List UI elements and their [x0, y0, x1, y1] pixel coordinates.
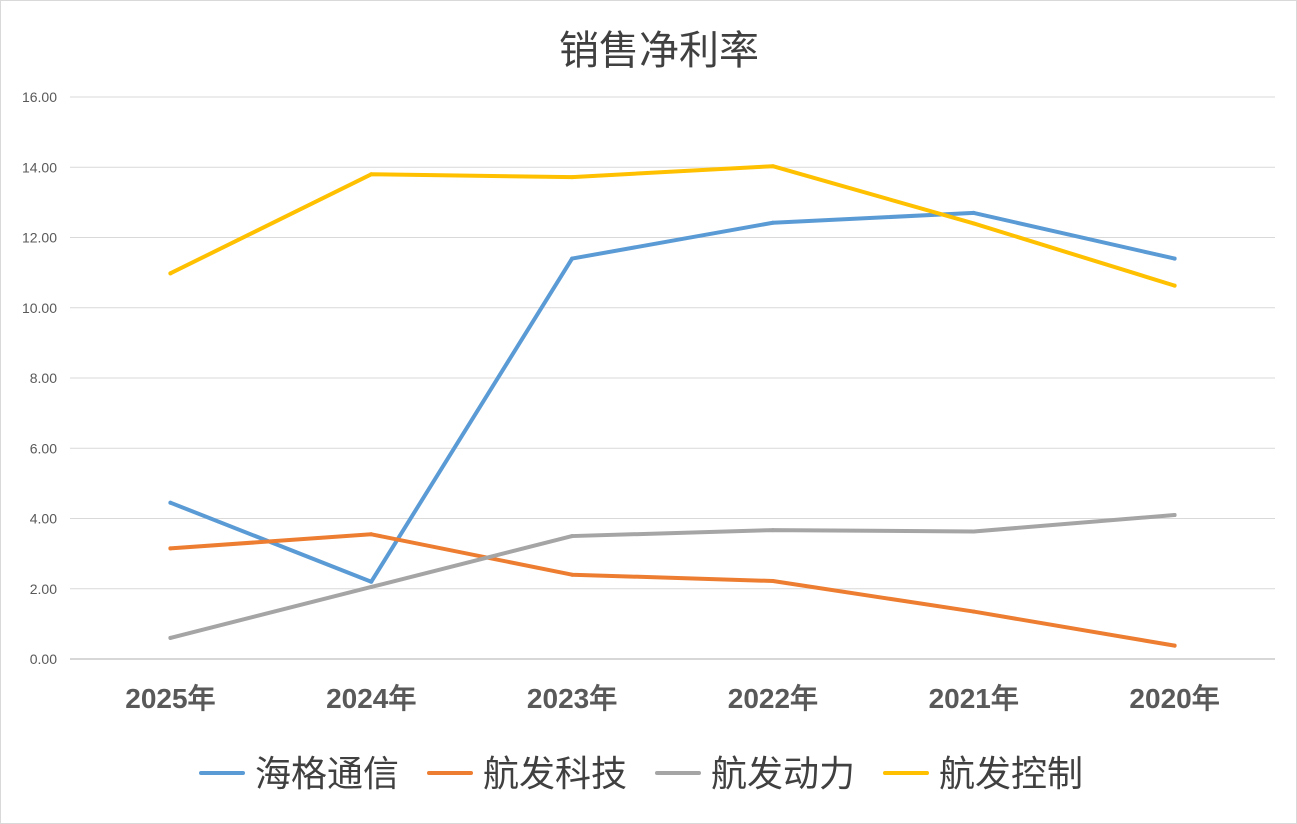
data-point — [369, 584, 374, 589]
y-axis-ticks: 0.00 2.00 4.00 6.00 8.00 10.00 12.00 14.00 16.00 — [22, 89, 57, 667]
x-tick-label: 2022年 — [728, 682, 818, 714]
x-tick-label: 2021年 — [929, 682, 1019, 714]
data-point — [168, 271, 173, 276]
data-point — [369, 579, 374, 584]
x-tick-label: 2023年 — [527, 682, 617, 714]
y-tick-label: 8.00 — [30, 370, 57, 386]
y-tick-label: 12.00 — [22, 230, 57, 246]
data-point — [770, 164, 775, 169]
y-tick-label: 6.00 — [30, 440, 57, 456]
legend-label: 航发动力 — [711, 754, 855, 795]
data-point — [570, 175, 575, 180]
series-line — [168, 512, 1177, 640]
legend: 海格通信 航发科技 航发动力 航发控制 — [199, 754, 1083, 795]
chart-title: 销售净利率 — [559, 28, 759, 74]
series-line — [168, 210, 1177, 584]
legend-item: 航发动力 — [655, 754, 855, 795]
x-tick-label: 2025年 — [125, 682, 215, 714]
data-point — [369, 532, 374, 537]
data-point — [770, 579, 775, 584]
series-3 — [168, 512, 1177, 640]
data-point — [1172, 283, 1177, 288]
legend-item: 航发控制 — [883, 754, 1083, 795]
data-point — [770, 528, 775, 533]
data-point — [168, 500, 173, 505]
data-point — [570, 572, 575, 577]
data-point — [570, 256, 575, 261]
data-point — [971, 221, 976, 226]
data-point — [168, 546, 173, 551]
x-axis-ticks: 2025年 2024年 2023年 2022年 2021年 2020年 — [125, 682, 1219, 714]
y-tick-label: 4.00 — [30, 511, 57, 527]
data-point — [1172, 643, 1177, 648]
series-4 — [168, 164, 1177, 288]
data-point — [971, 529, 976, 534]
legend-label: 航发科技 — [483, 754, 627, 795]
legend-label: 海格通信 — [255, 754, 399, 795]
x-tick-label: 2024年 — [326, 682, 416, 714]
data-point — [570, 534, 575, 539]
grid-layer — [70, 96, 1275, 660]
y-tick-label: 14.00 — [22, 159, 57, 175]
series-1 — [168, 210, 1177, 584]
y-tick-label: 16.00 — [22, 89, 57, 105]
legend-item: 航发科技 — [427, 754, 627, 795]
series-2 — [168, 532, 1177, 648]
data-point — [1172, 256, 1177, 261]
y-tick-label: 2.00 — [30, 581, 57, 597]
legend-label: 航发控制 — [939, 754, 1083, 795]
data-point — [168, 635, 173, 640]
series-line — [168, 532, 1177, 648]
series-line — [168, 164, 1177, 288]
data-point — [770, 220, 775, 225]
series-layer — [168, 164, 1177, 648]
y-tick-label: 0.00 — [30, 651, 57, 667]
y-tick-label: 10.00 — [22, 300, 57, 316]
legend-item: 海格通信 — [199, 754, 399, 795]
data-point — [971, 609, 976, 614]
x-tick-label: 2020年 — [1129, 682, 1219, 714]
data-point — [369, 172, 374, 177]
data-point — [1172, 512, 1177, 517]
data-point — [971, 210, 976, 215]
